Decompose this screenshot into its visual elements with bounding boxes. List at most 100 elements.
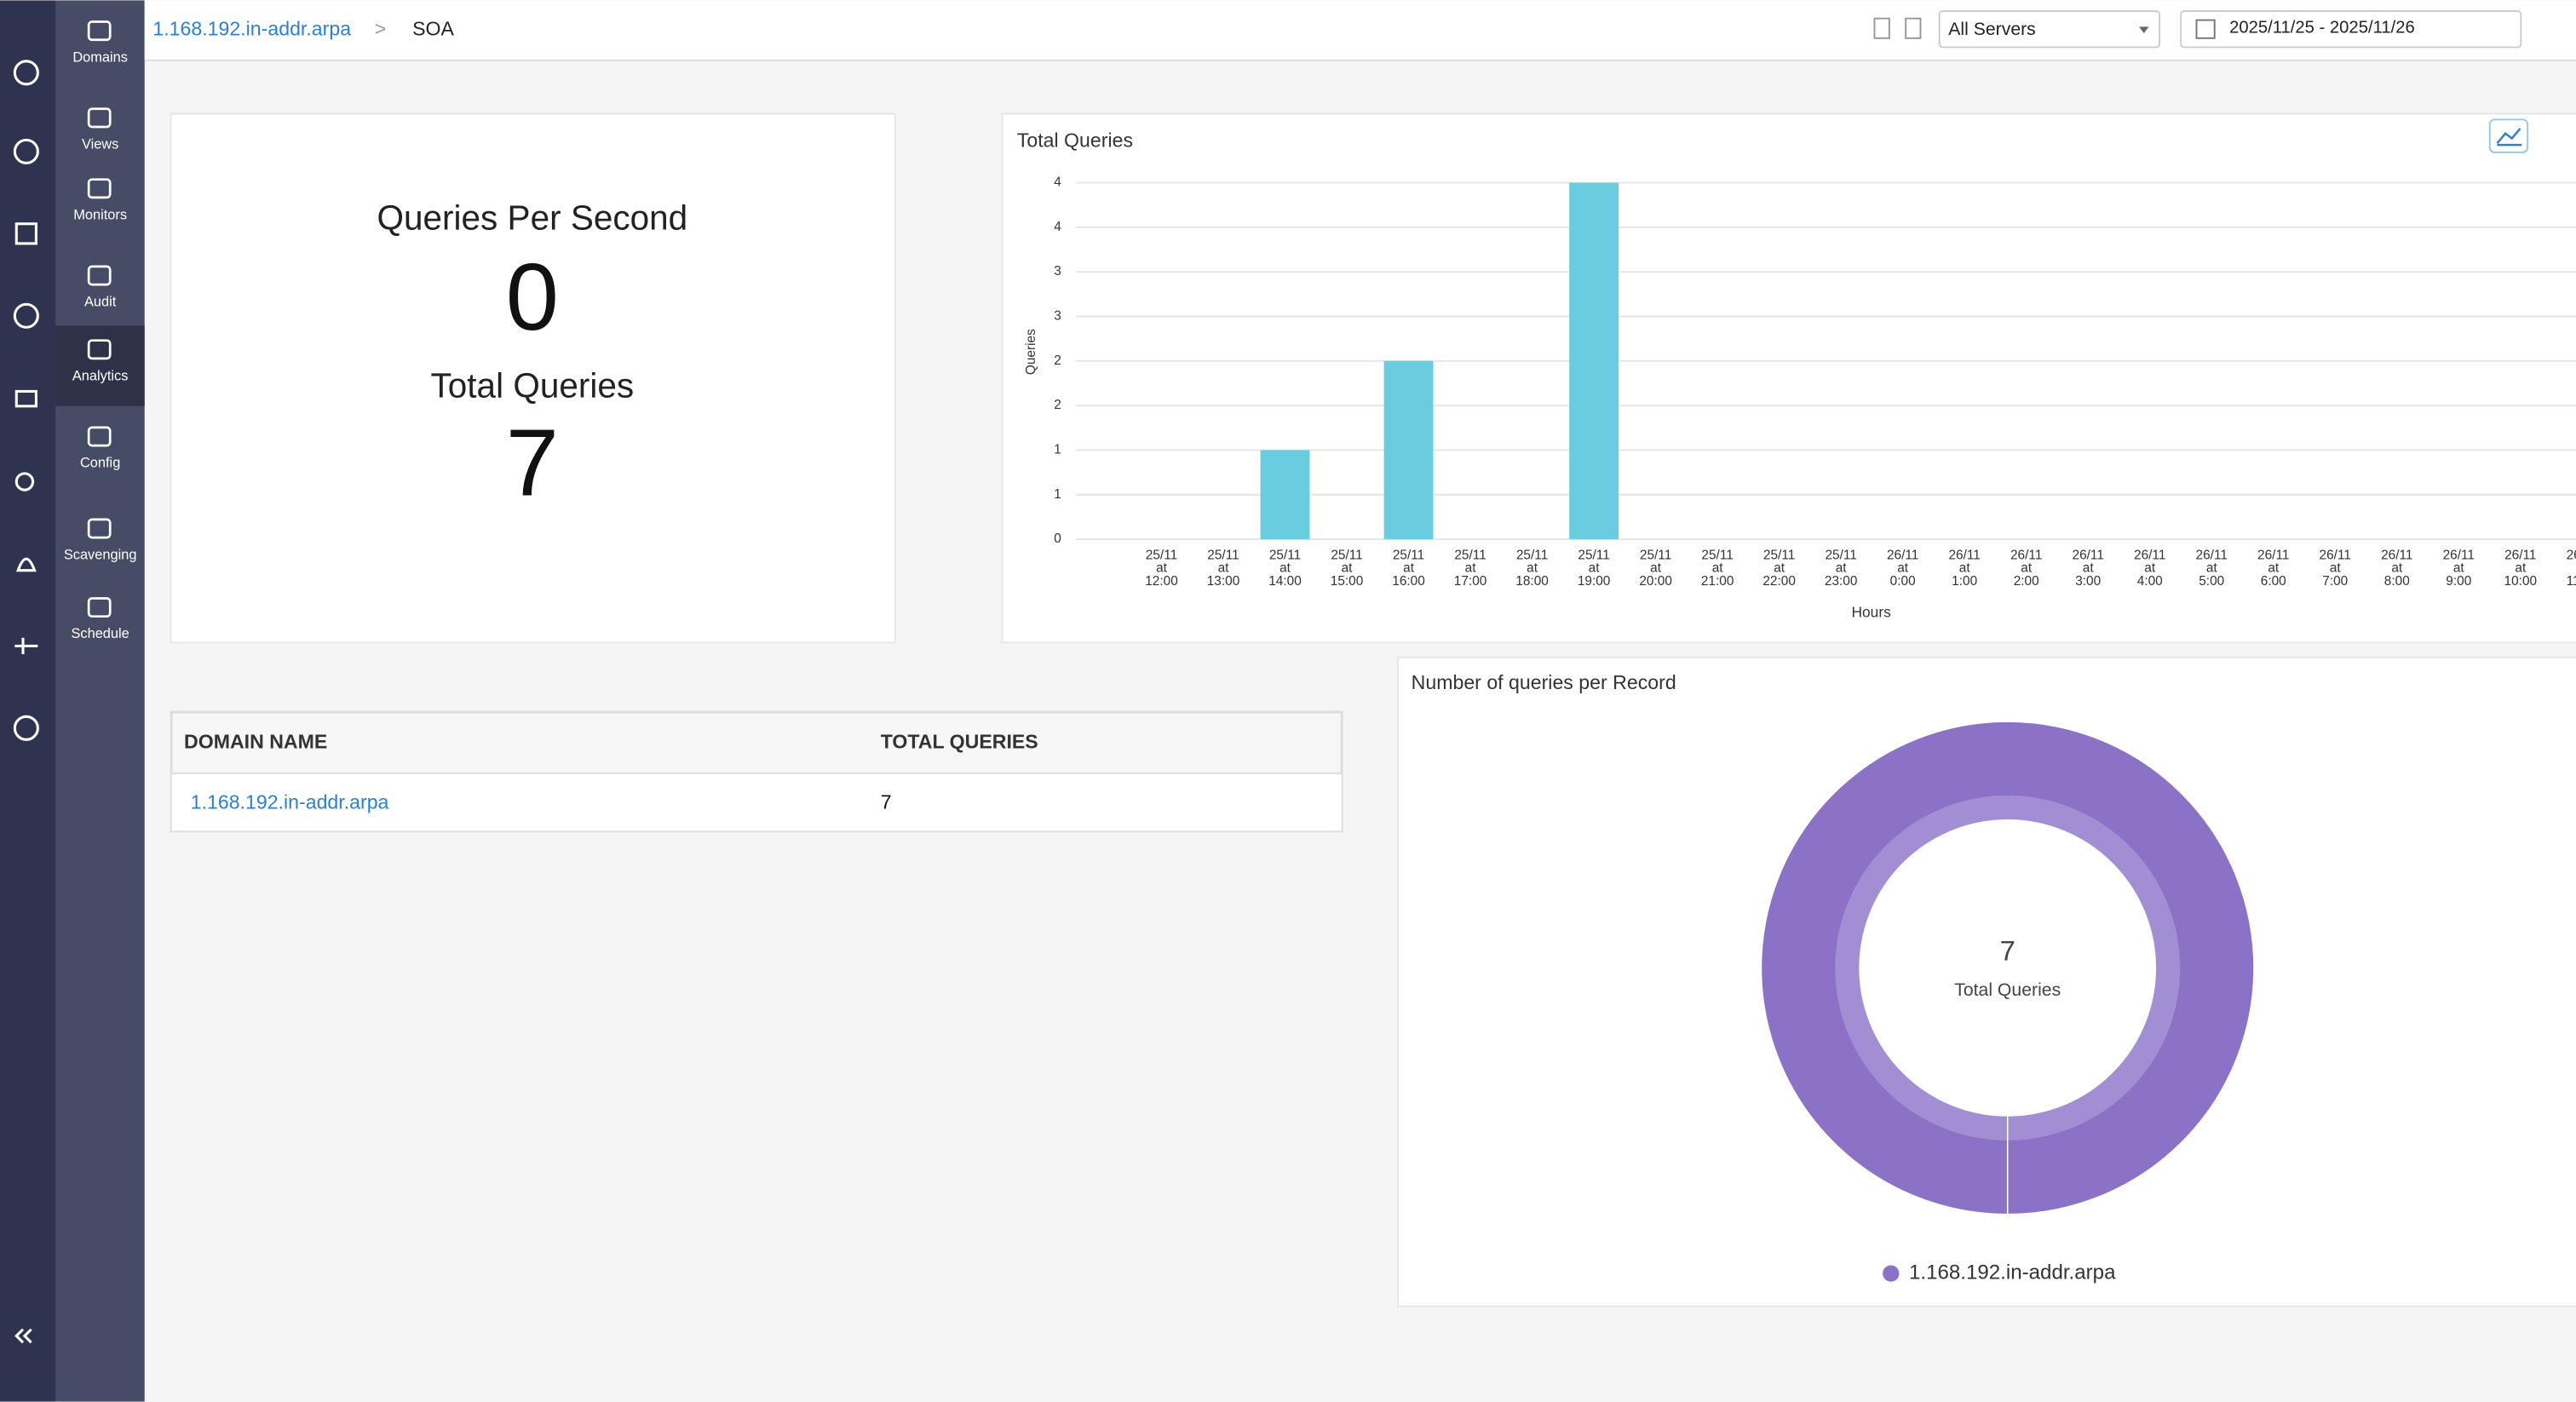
dropdown-arrow bbox=[2139, 26, 2149, 34]
y-tick-label: 1 bbox=[1054, 442, 1061, 457]
x-tick-line: 19:00 bbox=[1578, 574, 1611, 589]
sidebar-icon[interactable] bbox=[87, 265, 112, 286]
x-tick-line: at bbox=[2021, 561, 2033, 576]
rail-icon[interactable] bbox=[13, 715, 39, 741]
stats-card bbox=[170, 112, 897, 644]
stat-label: Queries Per Second bbox=[377, 198, 688, 238]
x-tick-label: 26/11 at 5:00 bbox=[2196, 548, 2228, 589]
y-tick-label: 4 bbox=[1054, 220, 1061, 234]
y-tick-label: 4 bbox=[1054, 175, 1061, 190]
x-tick-label: 25/11 at 20:00 bbox=[1639, 548, 1672, 589]
collapse-button[interactable] bbox=[14, 1328, 32, 1344]
x-tick-line: at bbox=[1774, 561, 1785, 576]
x-tick-line: 16:00 bbox=[1392, 574, 1425, 589]
rail-icon[interactable] bbox=[13, 302, 39, 329]
x-tick-line: 26/11 bbox=[1887, 548, 1918, 562]
x-tick-line: 26/11 bbox=[2567, 548, 2576, 562]
x-tick-label: 25/11 at 12:00 bbox=[1145, 548, 1178, 589]
x-tick-label: 25/11 at 15:00 bbox=[1331, 548, 1364, 589]
x-tick-label: 25/11 at 13:00 bbox=[1207, 548, 1240, 589]
bar-chart-card bbox=[1001, 112, 2576, 644]
rail-icon[interactable] bbox=[14, 222, 37, 245]
rail-icon[interactable] bbox=[13, 138, 39, 164]
sidebar-label[interactable]: Audit bbox=[84, 295, 117, 310]
x-tick-line: 26/11 bbox=[2504, 548, 2536, 562]
sidebar-icon[interactable] bbox=[87, 426, 112, 447]
x-tick-line: 26/11 bbox=[2196, 548, 2228, 562]
x-tick-line: 25/11 bbox=[1516, 548, 1548, 562]
sidebar-label[interactable]: Monitors bbox=[73, 207, 127, 222]
table-cell: 7 bbox=[881, 791, 892, 813]
x-tick-line: at bbox=[1403, 561, 1415, 576]
chart-title: Number of queries per Record bbox=[1412, 671, 1676, 693]
top-bar bbox=[144, 0, 2576, 60]
donut-segment[interactable] bbox=[1760, 721, 2255, 1215]
x-tick-line: 6:00 bbox=[2261, 574, 2286, 589]
x-tick-label: 26/11 at 2:00 bbox=[2010, 548, 2042, 589]
sidebar-label[interactable]: Scavenging bbox=[64, 548, 137, 563]
sidebar-icon[interactable] bbox=[87, 20, 112, 42]
donut-total: 7 bbox=[2000, 935, 2015, 967]
rail-icon[interactable] bbox=[14, 389, 37, 408]
icon-rail bbox=[0, 0, 56, 1402]
x-axis-label: Hours bbox=[1852, 603, 1892, 620]
sidebar-label[interactable]: Config bbox=[80, 456, 120, 471]
calendar-icon bbox=[2195, 19, 2216, 39]
x-tick-label: 25/11 at 22:00 bbox=[1762, 548, 1796, 589]
excel-export[interactable] bbox=[1905, 17, 1922, 39]
x-tick-line: 3:00 bbox=[2075, 574, 2101, 589]
x-tick-label: 26/11 at 9:00 bbox=[2443, 548, 2475, 589]
x-tick-line: 8:00 bbox=[2384, 574, 2410, 589]
table-header-cell: TOTAL QUERIES bbox=[881, 730, 1038, 752]
x-tick-line: 26/11 bbox=[2381, 548, 2412, 562]
x-tick-label: 26/11 at 0:00 bbox=[1887, 548, 1918, 589]
rail-icon[interactable] bbox=[13, 60, 39, 86]
breadcrumb-separator: > bbox=[375, 17, 387, 39]
bar bbox=[1260, 450, 1310, 540]
x-tick-line: 20:00 bbox=[1639, 574, 1672, 589]
sidebar-icon[interactable] bbox=[87, 107, 112, 129]
table-header bbox=[170, 711, 1343, 774]
sidebar-icon[interactable] bbox=[87, 597, 112, 618]
sidebar-label[interactable]: Views bbox=[82, 137, 118, 152]
table-link[interactable]: 1.168.192.in-addr.arpa bbox=[191, 791, 389, 813]
x-tick-line: 2:00 bbox=[2014, 574, 2039, 589]
x-tick-line: 26/11 bbox=[2443, 548, 2475, 562]
rail-icons bbox=[13, 60, 39, 1344]
sidebar-icon[interactable] bbox=[87, 339, 112, 360]
server-select[interactable] bbox=[1938, 10, 2161, 49]
y-axis-label: Queries bbox=[1024, 329, 1038, 375]
bar bbox=[1569, 182, 1619, 540]
rail-icon[interactable] bbox=[14, 637, 38, 655]
x-tick-line: 25/11 bbox=[1146, 548, 1177, 562]
y-tick-label: 2 bbox=[1054, 353, 1061, 368]
sidebar-label[interactable]: Domains bbox=[72, 49, 128, 65]
x-tick-line: 26/11 bbox=[2257, 548, 2289, 562]
rail-icon[interactable] bbox=[14, 472, 35, 491]
sidebar-icon[interactable] bbox=[87, 518, 112, 539]
x-tick-label: 26/11 at 8:00 bbox=[2381, 548, 2412, 589]
x-tick-line: 26/11 bbox=[1948, 548, 1980, 562]
x-tick-label: 26/11 at 6:00 bbox=[2257, 548, 2289, 589]
x-tick-label: 26/11 at 4:00 bbox=[2134, 548, 2165, 589]
x-tick-line: at bbox=[1342, 561, 1354, 576]
sidebar-icon[interactable] bbox=[87, 178, 112, 199]
y-tick-label: 3 bbox=[1054, 309, 1061, 324]
date-range-picker[interactable] bbox=[2180, 10, 2522, 49]
stat-label: Total Queries bbox=[431, 365, 635, 405]
x-tick-line: 25/11 bbox=[1701, 548, 1733, 562]
x-tick-label: 25/11 at 21:00 bbox=[1701, 548, 1734, 589]
x-tick-line: at bbox=[1712, 561, 1724, 576]
donut-chart: 1.168.192.in-addr.arpa 7 Total Queries bbox=[1760, 721, 2255, 1284]
legend-label[interactable]: 1.168.192.in-addr.arpa bbox=[1909, 1261, 2116, 1284]
rail-icon[interactable] bbox=[16, 557, 37, 572]
x-tick-line: 25/11 bbox=[1640, 548, 1671, 562]
breadcrumb-current: SOA bbox=[412, 17, 454, 39]
pdf-export[interactable] bbox=[1873, 17, 1890, 39]
breadcrumb-link[interactable]: 1.168.192.in-addr.arpa bbox=[152, 17, 351, 39]
sidebar-label[interactable]: Schedule bbox=[71, 626, 129, 641]
sidebar-label[interactable]: Analytics bbox=[72, 368, 129, 383]
x-tick-line: at bbox=[1589, 561, 1601, 576]
x-tick-line: 26/11 bbox=[2010, 548, 2042, 562]
